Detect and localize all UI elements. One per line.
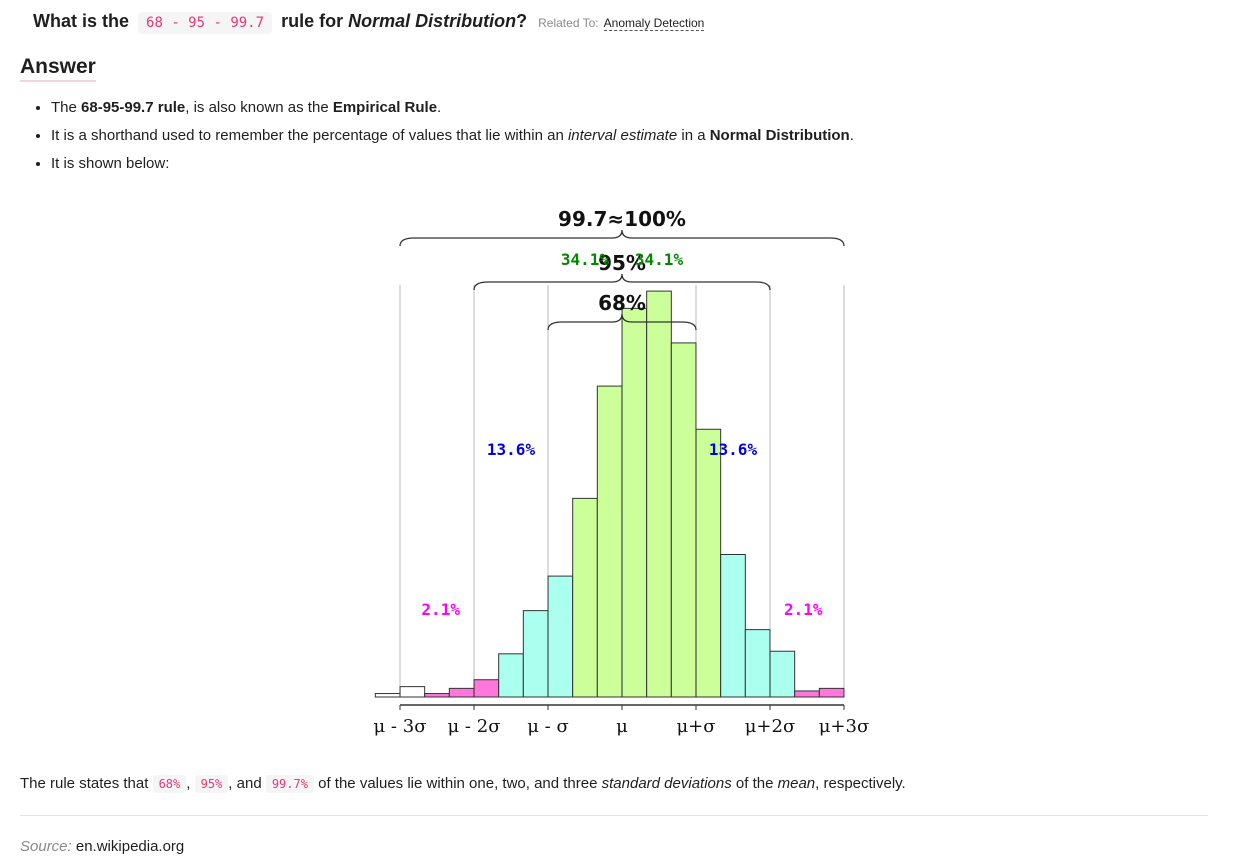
bullet-text: . (437, 99, 442, 116)
summary-italic: mean (777, 775, 816, 792)
histogram-bar (744, 629, 771, 698)
source-label: Source: (20, 838, 72, 855)
percent-label: 2.1% (421, 600, 460, 619)
x-tick-label: μ - σ (527, 716, 569, 737)
histogram-bar (473, 679, 500, 698)
histogram-bar (424, 693, 450, 698)
histogram-bar (818, 687, 845, 698)
histogram-bar (547, 575, 574, 698)
x-tick-label: μ+σ (676, 716, 715, 737)
question-emphasis: Normal Distribution (348, 11, 517, 31)
summary-text: , respectively. (815, 775, 906, 792)
source-value: en.wikipedia.org (75, 838, 185, 855)
question-prefix: What is the (33, 11, 130, 31)
summary-text: , and (228, 775, 266, 792)
percent-label: 13.6% (487, 440, 536, 459)
source-line: Source: en.wikipedia.org (20, 838, 184, 855)
bullet-italic: interval estimate (567, 127, 678, 144)
summary-text: The rule states that (20, 775, 153, 792)
percent-code-95: 95% (194, 775, 229, 793)
bullet-text: It is a shorthand used to remember the p… (51, 127, 568, 144)
brace-label: 95% (598, 251, 646, 275)
bullet-bold: Empirical Rule (332, 99, 438, 116)
x-tick-label: μ - 3σ (374, 716, 427, 737)
list-item: The 68-95-99.7 rule, is also known as th… (51, 94, 854, 122)
brace (473, 273, 771, 291)
histogram-bar (572, 497, 598, 698)
x-tick-label: μ - 2σ (448, 716, 501, 737)
percent-code-997: 99.7% (265, 775, 314, 793)
answer-bullets: The 68-95-99.7 rule, is also known as th… (31, 94, 854, 178)
histogram-bar (399, 686, 426, 698)
percent-label: 34.1% (561, 250, 610, 269)
bullet-text: The (51, 99, 82, 116)
histogram-bar (498, 653, 524, 698)
histogram-bar (720, 554, 746, 698)
bullet-text: . (849, 127, 854, 144)
bullet-bold: 68-95-99.7 rule (81, 99, 186, 116)
percent-label: 13.6% (709, 440, 758, 459)
summary-text: of the values lie within one, two, and t… (313, 775, 602, 792)
divider (20, 815, 1208, 816)
brace (547, 313, 697, 331)
x-tick-label: μ+3σ (819, 716, 870, 737)
bullet-text: It is shown below: (51, 155, 170, 172)
histogram-bar (621, 307, 648, 698)
histogram-bar (769, 650, 796, 698)
question-title: What is the 68 - 95 - 99.7 rule for Norm… (33, 11, 705, 34)
histogram-bar (522, 610, 549, 698)
summary-text: of the (731, 775, 778, 792)
answer-heading: Answer (20, 55, 96, 82)
histogram-bar (670, 342, 697, 698)
percent-label: 34.1% (635, 250, 684, 269)
list-item: It is shown below: (51, 150, 854, 178)
summary-italic: standard deviations (601, 775, 732, 792)
percent-code-68: 68% (152, 775, 187, 793)
brace-label: 68% (598, 291, 646, 315)
summary-text: , (186, 775, 195, 792)
x-tick-label: μ+2σ (745, 716, 796, 737)
normal-distribution-chart: μ - 3σ μ - 2σ μ - σ μ μ+σ μ+2σ μ+3σ 99.7≈100% 95… (340, 195, 900, 745)
histogram-bar (794, 690, 820, 698)
related-label: Related To: (538, 16, 599, 30)
list-item: It is a shorthand used to remember the p… (51, 122, 854, 150)
bullet-text: , is also known as the (185, 99, 333, 116)
histogram-bar (695, 428, 722, 698)
histogram-bar (374, 693, 401, 698)
histogram-bar (448, 687, 475, 698)
bullet-bold: Normal Distribution (709, 127, 850, 144)
histogram-bar (596, 385, 623, 698)
x-tick-label: μ (616, 716, 628, 737)
related-link[interactable]: Anomaly Detection (603, 16, 705, 31)
percent-label: 2.1% (784, 600, 823, 619)
rule-summary: The rule states that 68%, 95%, and 99.7%… (20, 775, 906, 793)
question-suffix: ? (516, 11, 528, 31)
brace-label: 99.7≈100% (558, 207, 686, 231)
brace (399, 229, 845, 247)
histogram-bar (646, 290, 672, 698)
question-middle: rule for (281, 11, 344, 31)
rule-code: 68 - 95 - 99.7 (138, 12, 273, 34)
bullet-text: in a (677, 127, 710, 144)
histogram-svg: μ - 3σ μ - 2σ μ - σ μ μ+σ μ+2σ μ+3σ 99.7≈100% 95… (374, 207, 870, 737)
